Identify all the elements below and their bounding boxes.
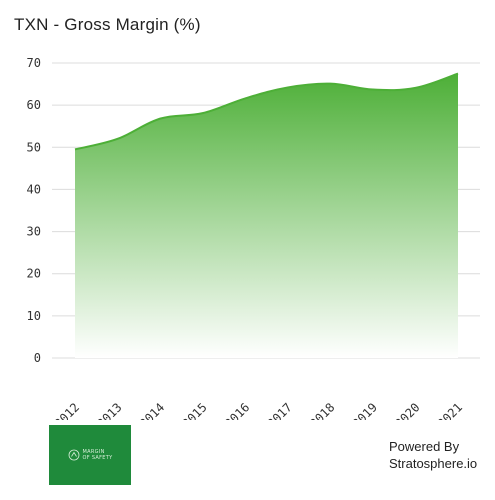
x-tick-label: 2013 — [94, 400, 124, 420]
provider-name: Stratosphere.io — [389, 456, 478, 471]
x-tick-label: 2019 — [350, 400, 380, 420]
margin-of-safety-logo: MARGIN OF SAFETY — [49, 425, 131, 485]
x-tick-label: 2015 — [179, 400, 209, 420]
y-tick-label: 60 — [27, 98, 41, 112]
area-chart: 0 10 20 30 40 50 60 70 2012 2013 2014 2015 2016 2017… — [27, 56, 480, 420]
y-tick-label: 20 — [27, 267, 41, 281]
y-tick-label: 30 — [27, 225, 41, 239]
logo-emblem-icon — [68, 449, 79, 461]
x-tick-label: 2021 — [435, 400, 465, 420]
x-tick-label: 2014 — [137, 400, 167, 420]
powered-by-label: Powered By — [389, 439, 460, 454]
chart-title: TXN - Gross Margin (%) — [14, 15, 201, 34]
logo-text: MARGIN OF SAFETY — [82, 449, 113, 461]
x-tick-label: 2017 — [265, 400, 295, 420]
x-tick-label: 2020 — [392, 400, 422, 420]
series-line — [74, 72, 459, 151]
x-tick-label: 2012 — [52, 400, 82, 420]
y-axis-ticks: 0 10 20 30 40 50 60 70 — [27, 56, 41, 365]
y-tick-label: 70 — [27, 56, 41, 70]
y-tick-label: 10 — [27, 309, 41, 323]
y-tick-label: 40 — [27, 182, 41, 196]
x-tick-label: 2018 — [307, 400, 337, 420]
x-tick-label: 2016 — [222, 400, 252, 420]
area-fill — [75, 73, 458, 359]
y-tick-label: 0 — [34, 351, 41, 365]
x-axis-ticks: 2012 2013 2014 2015 2016 2017 2018 2019 2020 2021 — [52, 400, 465, 420]
powered-by-credit: Powered By Stratosphere.io — [389, 438, 477, 472]
y-tick-label: 50 — [27, 140, 41, 154]
